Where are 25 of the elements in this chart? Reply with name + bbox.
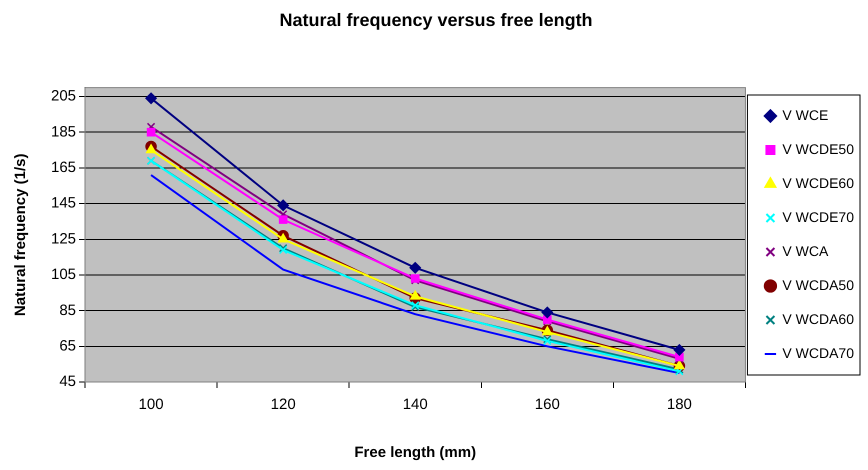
y-tick-label: 145 [50,194,76,212]
chart-title: Natural frequency versus free length [279,10,593,30]
legend-label: V WCDA50 [782,276,854,293]
y-tick-label: 205 [50,88,76,105]
legend-label: V WCE [782,106,828,123]
x-axis-title: Free length (mm) [354,444,476,462]
legend-label: V WCDA70 [782,344,854,361]
y-tick-label: 85 [59,302,76,319]
legend-label: V WCDE50 [782,140,854,157]
x-tick-label: 100 [138,396,164,414]
y-tick-label: 65 [59,337,76,354]
x-tick-label: 140 [402,396,428,414]
y-tick-label: 45 [59,373,76,390]
legend-label: V WCA [782,242,829,259]
x-tick-label: 180 [666,396,692,414]
y-tick-label: 105 [50,266,76,284]
legend-label: V WCDE70 [782,208,854,225]
legend-label: V WCDA60 [782,310,854,327]
y-tick-label: 125 [50,230,76,248]
y-tick-label: 185 [50,123,76,140]
legend-label: V WCDE60 [782,174,854,191]
y-tick-label: 165 [50,159,76,176]
y-axis-title: Natural frequency (1/s) [12,154,30,316]
x-tick-label: 160 [534,396,560,414]
x-tick-label: 120 [270,396,296,414]
